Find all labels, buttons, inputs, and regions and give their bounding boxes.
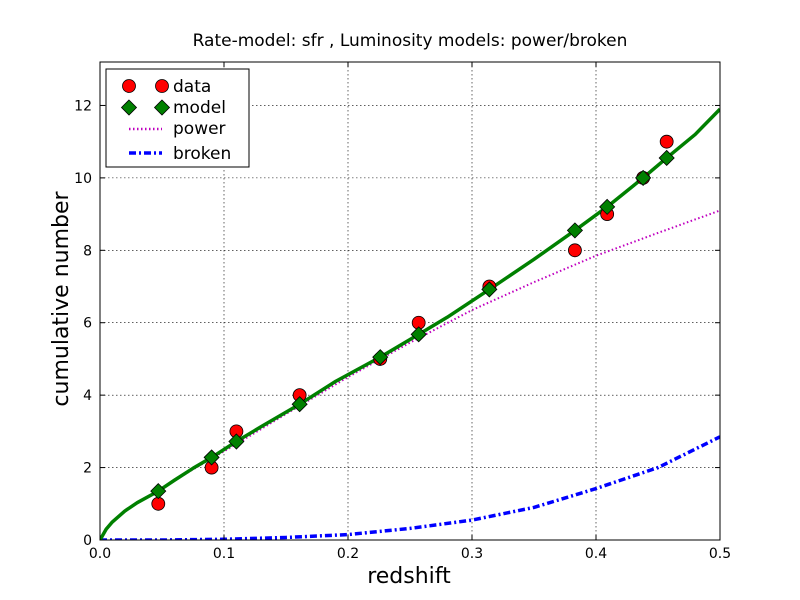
legend-model-marker (153, 99, 171, 116)
y-axis-label: cumulative number (49, 190, 74, 406)
model-point (372, 349, 389, 366)
legend-label-power: power (173, 119, 226, 139)
model-point (203, 449, 220, 466)
model-series-line (100, 107, 720, 540)
curves (100, 107, 720, 540)
model-point (658, 149, 675, 167)
legend-label-broken: broken (173, 144, 231, 164)
data-point (568, 243, 582, 258)
broken-series-line (100, 435, 720, 540)
y-tick-label: 10 (74, 171, 92, 187)
y-tick-label: 2 (83, 461, 92, 477)
x-axis-label: redshift (367, 564, 451, 589)
markers (150, 134, 675, 511)
model-point (150, 483, 167, 500)
model-point (566, 222, 583, 239)
legend-data-marker (155, 79, 169, 93)
chart-title: Rate-model: sfr , Luminosity models: pow… (193, 31, 628, 51)
x-tick-label: 0.0 (89, 546, 111, 562)
legend: data model power broken (105, 68, 250, 168)
y-tick-label: 4 (83, 388, 92, 404)
data-point (659, 134, 674, 149)
x-tick-label: 0.2 (337, 546, 359, 562)
model-point (635, 169, 652, 186)
y-tick-label: 8 (83, 243, 92, 259)
x-tick-label: 0.5 (709, 546, 731, 562)
plot-frame (99, 61, 721, 541)
legend-label-model: model (173, 98, 226, 118)
legend-data-marker (122, 79, 136, 93)
model-point (291, 396, 308, 413)
legend-label-data: data (173, 77, 211, 97)
x-tick-label: 0.3 (461, 546, 483, 562)
data-point (151, 496, 166, 511)
model-point (410, 326, 427, 343)
y-tick-label: 6 (83, 316, 92, 332)
x-tick-label: 0.4 (585, 546, 607, 562)
legend-model-marker (120, 99, 138, 116)
model-point (481, 281, 498, 298)
y-tick-label: 12 (74, 98, 92, 114)
x-tick-label: 0.1 (213, 546, 235, 562)
y-tick-label: 0 (83, 533, 92, 549)
ticks: 0.0 0.1 0.2 0.3 0.4 0.5 0 2 4 6 8 10 12 (74, 62, 731, 562)
power-series-line (100, 209, 720, 540)
model-point (228, 433, 245, 450)
model-point (599, 198, 616, 215)
